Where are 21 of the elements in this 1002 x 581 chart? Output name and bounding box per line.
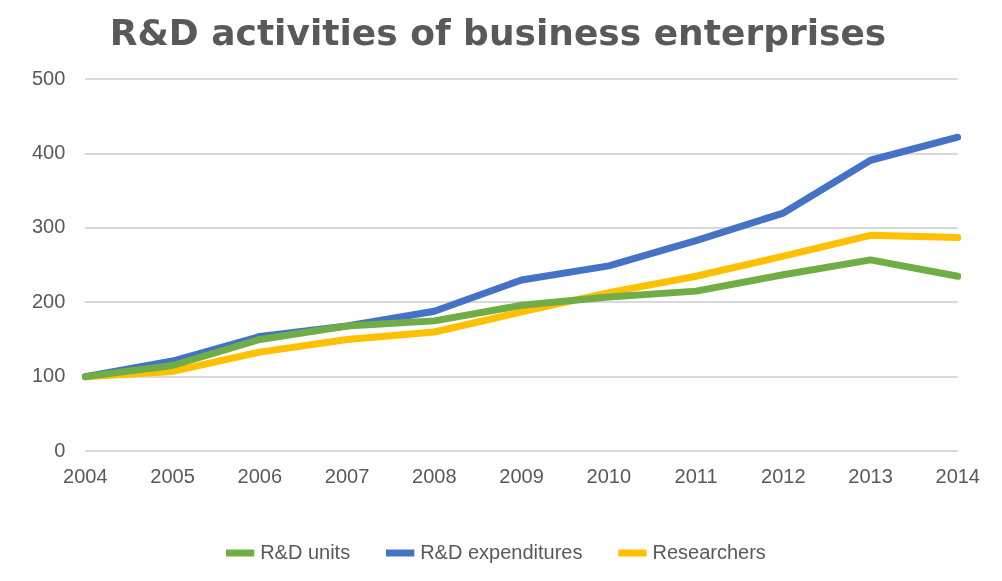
chart-title: R&D activities of business enterprises (109, 11, 887, 53)
x-tick-label: 2007 (324, 464, 370, 487)
legend-label: R&D units (260, 540, 351, 563)
legend-label: R&D expenditures (420, 540, 583, 563)
x-tick-label: 2013 (848, 464, 893, 487)
y-tick-label: 200 (31, 289, 66, 312)
y-tick-label: 500 (31, 66, 66, 89)
y-tick-label: 100 (31, 364, 66, 387)
legend-label: Researchers (652, 540, 766, 563)
x-tick-label: 2009 (499, 464, 544, 487)
x-tick-label: 2005 (150, 464, 195, 487)
y-tick-label: 0 (54, 438, 66, 461)
x-tick-label: 2012 (761, 464, 806, 487)
x-tick-label: 2011 (674, 464, 718, 487)
x-tick-label: 2014 (935, 464, 980, 487)
x-tick-label: 2006 (237, 464, 283, 487)
x-tick-label: 2008 (412, 464, 457, 487)
x-tick-label: 2010 (586, 464, 632, 487)
x-tick-label: 2004 (63, 464, 108, 487)
y-tick-label: 300 (31, 215, 66, 238)
y-tick-label: 400 (31, 141, 66, 164)
